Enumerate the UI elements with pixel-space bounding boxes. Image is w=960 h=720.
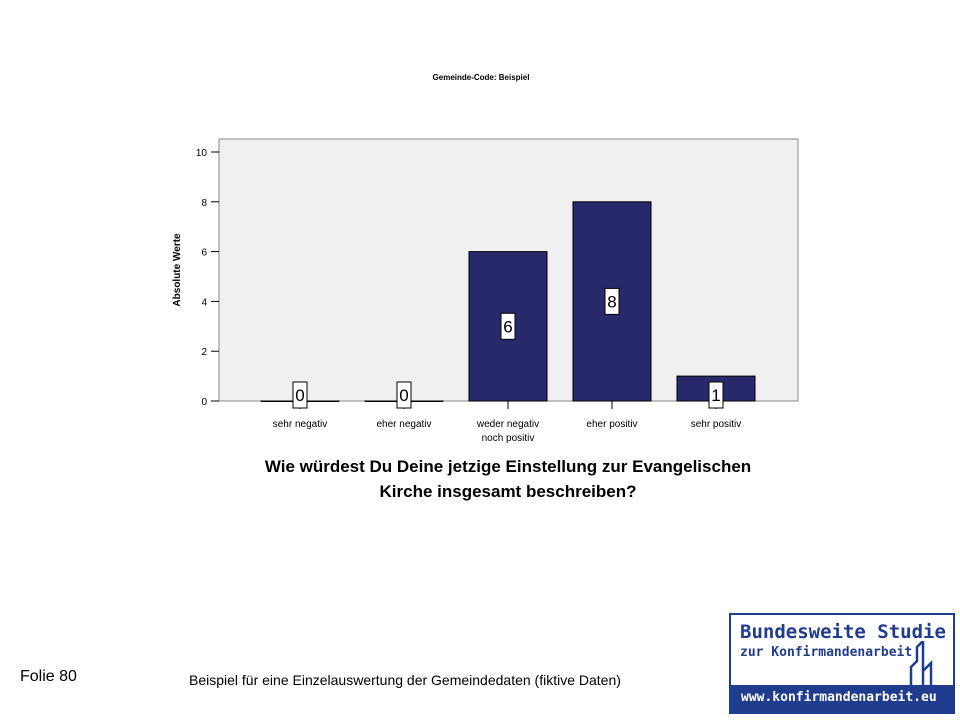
data-label-box	[500, 312, 516, 340]
data-label-box	[292, 381, 308, 409]
logo-title: Bundesweite Studie	[740, 621, 946, 643]
data-label: 6	[503, 317, 512, 336]
data-label: 1	[711, 386, 720, 405]
x-tick-label: noch positiv	[482, 433, 535, 444]
study-logo: Bundesweite Studie zur Konfirmandenarbei…	[729, 613, 955, 714]
y-axis-label: Absolute Werte	[172, 233, 183, 307]
data-label-box	[708, 381, 724, 409]
logo-subtitle: zur Konfirmandenarbeit	[740, 645, 913, 660]
data-label-box	[604, 287, 620, 315]
data-label-box	[396, 381, 412, 409]
data-label: 0	[295, 386, 304, 405]
x-axis-label: Wie würdest Du Deine jetzige Einstellung…	[265, 457, 751, 501]
logo-url: www.konfirmandenarbeit.eu	[741, 690, 937, 705]
y-tick-label: 4	[201, 297, 207, 308]
x-tick-label: sehr positiv	[691, 419, 742, 430]
slide-caption: Beispiel für eine Einzelauswertung der G…	[189, 672, 621, 688]
x-tick-label: eher negativ	[376, 419, 431, 430]
y-tick-label: 8	[201, 198, 207, 209]
y-tick-label: 0	[201, 397, 207, 408]
x-axis-label-line: Kirche insgesamt beschreiben?	[380, 482, 637, 501]
church-tower-icon	[909, 641, 933, 685]
data-label: 0	[399, 386, 408, 405]
x-tick-label: sehr negativ	[273, 419, 327, 430]
y-tick-label: 10	[196, 148, 208, 159]
y-tick-label: 2	[201, 347, 207, 358]
data-label: 8	[607, 292, 616, 311]
x-tick-label: weder negativ	[476, 419, 539, 430]
data-labels: 0 0 6 8 1	[292, 287, 724, 409]
logo-url-band: www.konfirmandenarbeit.eu	[731, 685, 953, 712]
slide-number: Folie 80	[20, 668, 77, 685]
x-tick-label: eher positiv	[586, 419, 637, 430]
x-axis-label-line: Wie würdest Du Deine jetzige Einstellung…	[265, 457, 751, 476]
y-tick-label: 6	[201, 248, 207, 259]
chart-title: Gemeinde-Code: Beispiel	[433, 73, 530, 82]
